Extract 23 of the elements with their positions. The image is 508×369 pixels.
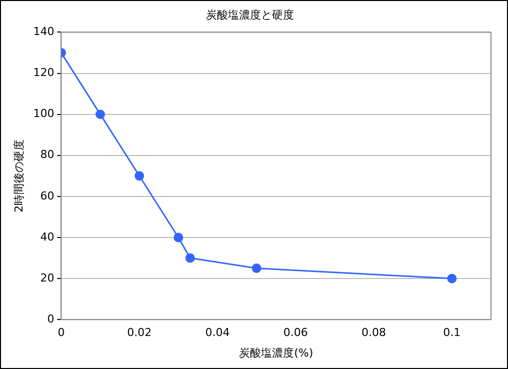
y-tick-label: 120 bbox=[33, 66, 54, 80]
point bbox=[96, 110, 106, 120]
y-tick-label: 20 bbox=[40, 271, 54, 284]
y-axis-title: 2時間後の硬度 bbox=[12, 139, 26, 212]
x-tick-label: 0.04 bbox=[205, 326, 230, 340]
x-axis-title: 炭酸塩濃度(%) bbox=[239, 346, 314, 360]
y-tick-label: 60 bbox=[40, 189, 54, 202]
x-tick-label: 0.1 bbox=[443, 326, 461, 340]
y-tick-label: 0 bbox=[47, 312, 54, 326]
y-tick-label: 80 bbox=[40, 148, 54, 162]
x-tick-label: 0.08 bbox=[362, 326, 386, 340]
point bbox=[185, 253, 195, 263]
y-tick-label: 140 bbox=[33, 25, 54, 38]
point bbox=[134, 171, 144, 181]
point bbox=[252, 264, 262, 274]
chart-title: 炭酸塩濃度と硬度 bbox=[206, 8, 294, 22]
y-tick-label: 40 bbox=[40, 230, 54, 244]
x-tick-label: 0 bbox=[58, 326, 65, 340]
y-tick-label: 100 bbox=[33, 107, 54, 120]
point bbox=[447, 274, 457, 284]
x-tick-label: 0.02 bbox=[127, 326, 152, 340]
x-tick-label: 0.06 bbox=[283, 326, 308, 340]
point bbox=[174, 232, 184, 242]
